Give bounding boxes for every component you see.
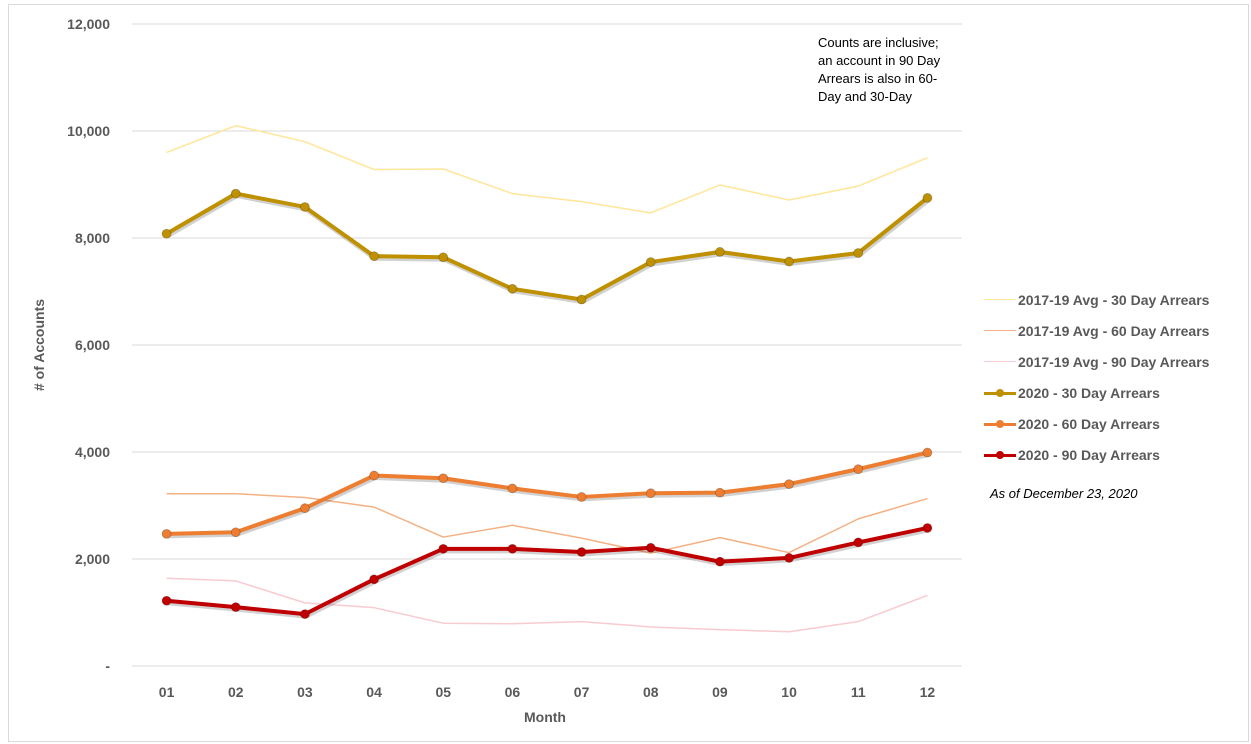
x-tick-label: 01 [159,684,175,700]
legend-label: 2020 - 90 Day Arrears [1018,446,1160,463]
legend-label: 2017-19 Avg - 60 Day Arrears [1018,322,1210,339]
data-point-2020-60-day-arrears [300,503,310,514]
x-tick-label: 11 [851,684,866,700]
data-point-2020-60-day-arrears [576,492,587,502]
x-tick-label: 02 [228,684,244,700]
data-point-2020-60-day-arrears [161,528,172,539]
x-axis-ticks: 01 02 03 04 05 06 07 08 09 10 11 12 [159,684,936,700]
x-tick-label: 10 [781,684,797,700]
x-tick-label: 03 [297,684,313,700]
legend-swatch [984,355,1016,369]
series-shadow-2020-90-day-arrears [167,527,929,619]
data-point-2020-30-day-arrears [853,248,864,258]
data-point-2020-30-day-arrears [161,228,172,239]
data-point-2020-30-day-arrears [715,247,725,257]
data-point-2020-30-day-arrears [576,294,587,305]
x-tick-label: 07 [574,684,590,700]
y-axis-ticks: - 2,000 4,000 6,000 8,000 10,000 12,000 [67,16,110,674]
series-shadow-2020-60-day-arrears [167,452,929,539]
y-tick-label: 8,000 [75,230,110,246]
chart-legend: 2017-19 Avg - 30 Day Arrears 2017-19 Avg … [984,284,1246,470]
data-point-2020-90-day-arrears [438,543,449,554]
x-tick-label: 12 [920,684,936,700]
legend-swatch [984,293,1016,307]
series-lines [165,124,930,633]
series-line-2020-90-day-arrears [166,526,928,617]
legend-label: 2017-19 Avg - 30 Day Arrears [1018,291,1210,308]
legend-item: 2020 - 60 Day Arrears [984,408,1246,439]
data-point-2020-30-day-arrears [784,256,794,267]
data-point-2020-60-day-arrears [715,487,725,498]
legend-item: 2017-19 Avg - 90 Day Arrears [984,346,1246,377]
x-tick-label: 08 [643,684,659,700]
y-tick-label: 6,000 [75,337,110,353]
series-shadow-2020-30-day-arrears [166,193,930,305]
legend-item: 2017-19 Avg - 60 Day Arrears [984,315,1246,346]
y-axis-title: # of Accounts [31,299,47,391]
series-line-2017-19-avg-30-day-arrears [166,124,928,214]
data-point-2020-90-day-arrears [369,574,379,585]
chart-frame [8,4,1249,742]
data-point-2020-30-day-arrears [369,251,379,262]
data-point-2020-90-day-arrears [715,556,725,567]
x-tick-label: 09 [712,684,728,700]
legend-item: 2020 - 30 Day Arrears [984,377,1246,408]
gridlines [132,23,962,667]
y-tick-label: 10,000 [67,123,110,139]
legend-label: 2020 - 60 Day Arrears [1018,415,1160,432]
x-tick-label: 04 [366,684,382,700]
legend-swatch [984,386,1016,400]
legend-label: 2017-19 Avg - 90 Day Arrears [1018,353,1210,370]
data-point-2020-90-day-arrears [507,543,518,554]
legend-item: 2017-19 Avg - 30 Day Arrears [984,284,1246,315]
y-tick-label: 2,000 [75,551,110,567]
y-tick-label: 12,000 [67,16,110,32]
data-point-2020-60-day-arrears [922,447,933,458]
legend-swatch [984,448,1016,462]
y-tick-label: - [105,658,110,674]
data-point-2020-60-day-arrears [438,473,449,484]
data-point-2020-30-day-arrears [438,252,449,263]
x-axis-title: Month [524,709,566,725]
y-tick-label: 4,000 [75,444,110,460]
legend-swatch [984,324,1016,338]
series-markers [161,188,933,620]
data-point-2020-90-day-arrears [784,553,794,563]
series-line-2017-19-avg-60-day-arrears [166,492,928,554]
data-point-2020-90-day-arrears [576,547,587,557]
data-point-2020-60-day-arrears [645,488,656,499]
series-line-2017-19-avg-90-day-arrears [166,577,928,633]
data-point-2020-30-day-arrears [645,257,656,267]
data-point-2020-30-day-arrears [922,192,933,203]
data-point-2020-90-day-arrears [645,542,656,553]
data-point-2020-60-day-arrears [507,483,518,494]
data-point-2020-90-day-arrears [922,523,933,533]
x-tick-label: 06 [505,684,521,700]
legend-item: 2020 - 90 Day Arrears [984,439,1246,470]
legend-swatch [984,417,1016,431]
x-tick-label: 05 [435,684,451,700]
data-point-2020-60-day-arrears [230,527,241,538]
as-of-date-note: As of December 23, 2020 [990,486,1138,501]
data-point-2020-60-day-arrears [853,464,864,475]
data-point-2020-60-day-arrears [369,470,379,481]
data-point-2020-90-day-arrears [300,609,310,620]
data-point-2020-90-day-arrears [161,595,172,606]
series-line-2020-60-day-arrears [166,450,928,536]
data-point-2020-90-day-arrears [853,537,864,548]
data-point-2020-90-day-arrears [230,602,241,613]
data-point-2020-30-day-arrears [507,283,518,294]
series-line-2020-30-day-arrears [165,191,929,302]
data-point-2020-60-day-arrears [784,479,794,490]
data-point-2020-30-day-arrears [300,202,310,212]
inclusive-counts-annotation: Counts are inclusive; an account in 90 D… [818,35,941,104]
data-point-2020-30-day-arrears [230,188,241,199]
legend-label: 2020 - 30 Day Arrears [1018,384,1160,401]
